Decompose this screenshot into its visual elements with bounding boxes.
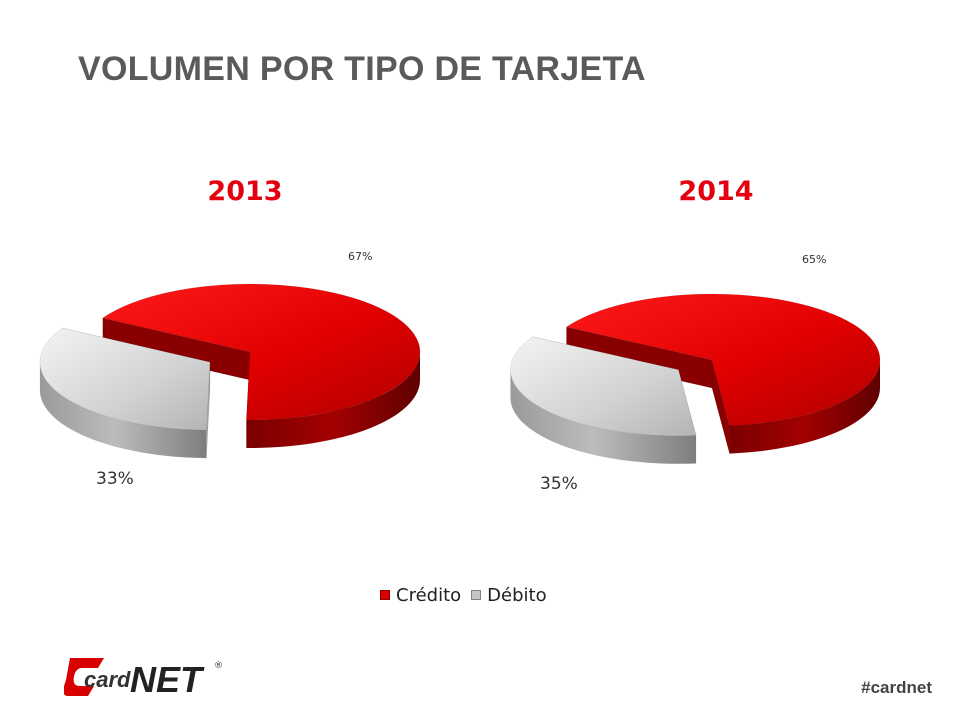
legend-item-credito: Crédito <box>380 585 461 606</box>
legend-label-debito: Débito <box>487 584 547 606</box>
legend-swatch-debito <box>471 590 482 600</box>
data-label-2013-debito: 33% <box>96 469 134 489</box>
legend-item-debito: Débito <box>471 584 547 606</box>
pie-side-wall <box>729 360 880 454</box>
pie-top-face <box>39 327 211 431</box>
pie-side-wall <box>510 369 697 464</box>
chart-title-2014: 2014 <box>678 176 754 207</box>
cardnet-logo: card NET ® <box>64 658 223 698</box>
logo-text-card: card <box>84 667 131 692</box>
pie-top-face <box>510 336 697 437</box>
hashtag: #cardnet <box>861 678 932 697</box>
pie-2014 <box>510 293 881 464</box>
logo-text-net: NET <box>130 659 205 698</box>
logo-registered-mark: ® <box>214 661 223 671</box>
pie-slice-2013-debito <box>39 327 211 459</box>
pie-slice-2013-credito <box>102 283 421 448</box>
data-label-2014-credito: 65% <box>802 253 827 266</box>
data-label-2014-debito: 35% <box>540 474 578 494</box>
pie-slice-2014-debito <box>510 336 697 464</box>
data-label-2013-credito: 67% <box>348 250 373 263</box>
chart-title-2013: 2013 <box>207 176 283 207</box>
pie-top-face <box>102 283 421 421</box>
pie-2013 <box>39 283 421 459</box>
legend-swatch-credito <box>380 590 390 600</box>
chart-legend: Crédito Débito <box>380 583 557 607</box>
pie-side-wall <box>246 352 420 448</box>
legend-label-credito: Crédito <box>396 584 462 606</box>
pie-side-wall <box>39 362 207 459</box>
page-title: VOLUMEN POR TIPO DE TARJETA <box>78 50 646 88</box>
pie-top-face <box>565 293 881 426</box>
